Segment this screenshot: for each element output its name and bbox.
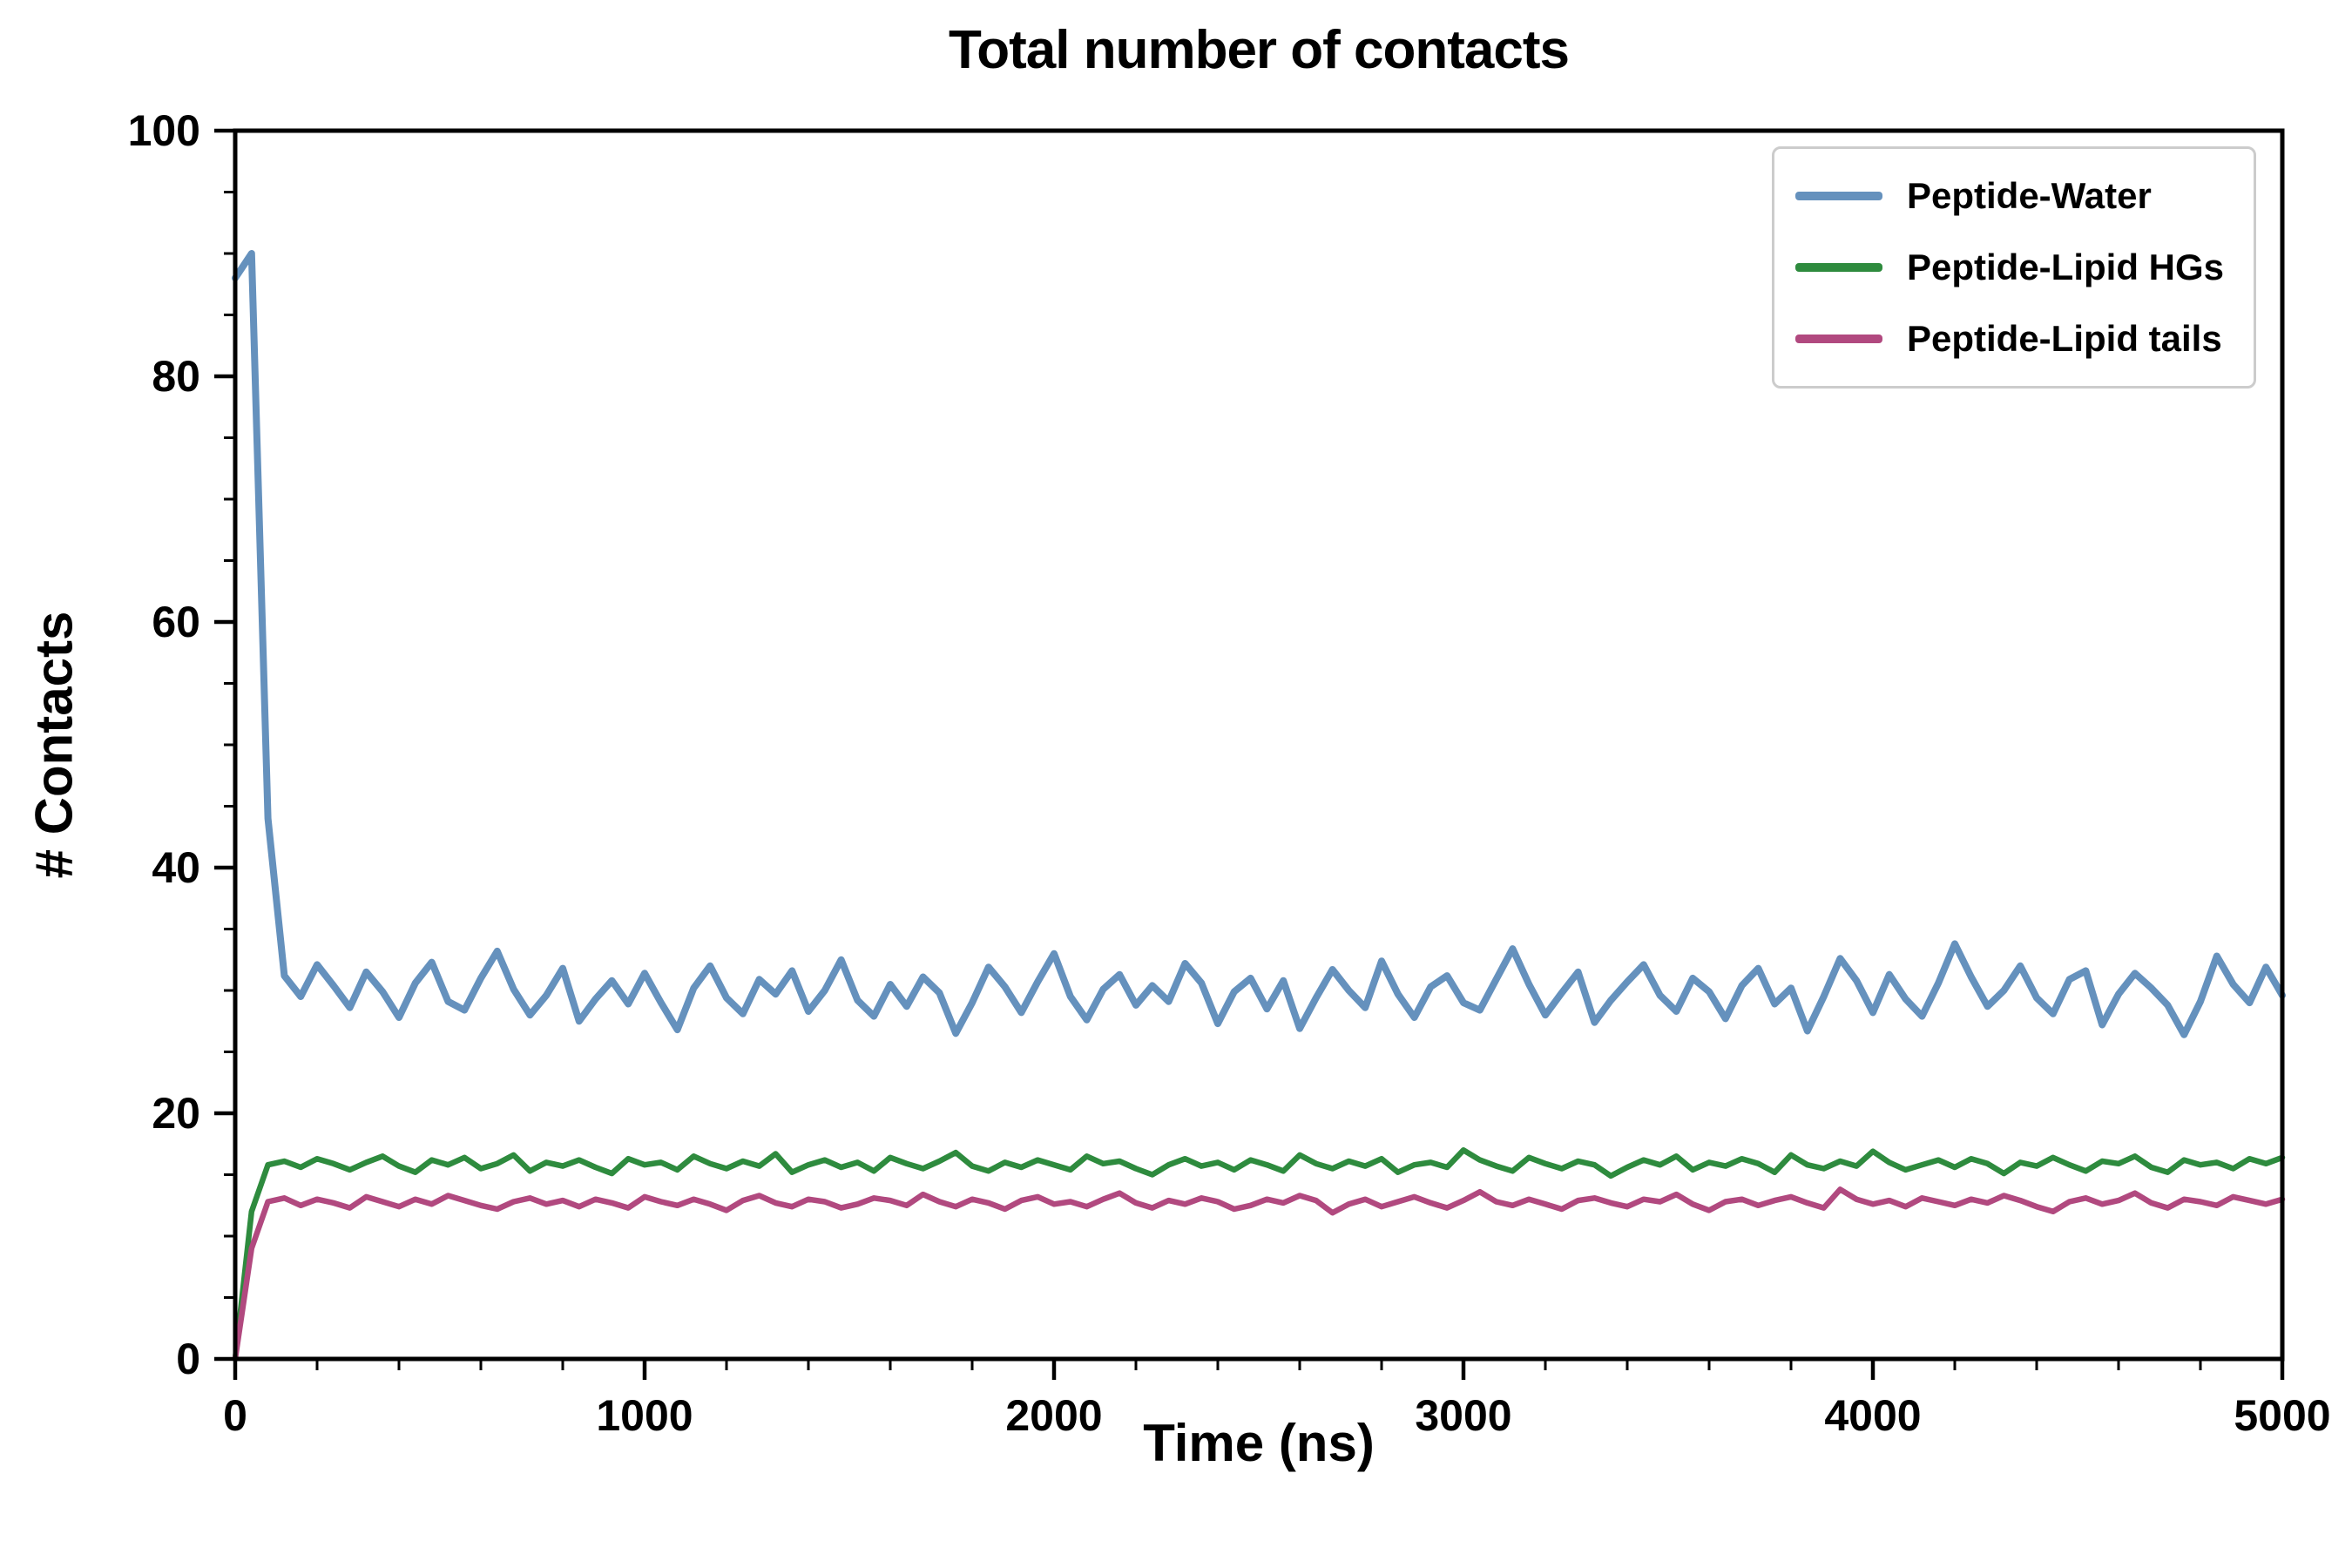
legend-label: Peptide-Water bbox=[1906, 175, 2152, 216]
series-line-2 bbox=[232, 1186, 2286, 1362]
series-line-1 bbox=[232, 1147, 2286, 1362]
x-tick-label: 1000 bbox=[596, 1391, 693, 1440]
y-tick-label: 20 bbox=[152, 1089, 200, 1138]
legend-label: Peptide-Lipid HGs bbox=[1906, 247, 2224, 287]
x-tick-label: 5000 bbox=[2234, 1391, 2330, 1440]
legend-label: Peptide-Lipid tails bbox=[1906, 318, 2222, 359]
x-axis-label: Time (ns) bbox=[1143, 1414, 1375, 1472]
y-tick-label: 0 bbox=[176, 1335, 200, 1383]
y-tick-label: 40 bbox=[152, 843, 200, 892]
x-tick-label: 3000 bbox=[1415, 1391, 1511, 1440]
legend: Peptide-Water Peptide-Lipid HGs Peptide-… bbox=[1771, 146, 2256, 389]
legend-swatch-peptide-lipid-hgs bbox=[1794, 263, 1882, 272]
legend-swatch-peptide-lipid-tails bbox=[1794, 335, 1882, 343]
y-tick-label: 80 bbox=[152, 352, 200, 401]
x-tick-label: 4000 bbox=[1824, 1391, 1921, 1440]
legend-swatch-peptide-water bbox=[1794, 192, 1882, 200]
legend-item-peptide-water: Peptide-Water bbox=[1794, 165, 2224, 227]
series-line-0 bbox=[232, 250, 2286, 1038]
y-tick-label: 100 bbox=[128, 106, 200, 155]
axes-spines bbox=[233, 128, 2285, 1362]
x-tick-label: 0 bbox=[223, 1391, 247, 1440]
chart-title: Total number of contacts bbox=[948, 20, 1570, 80]
x-tick-label: 2000 bbox=[1005, 1391, 1102, 1440]
legend-item-peptide-lipid-tails: Peptide-Lipid tails bbox=[1794, 308, 2224, 370]
y-tick-label: 60 bbox=[152, 598, 200, 646]
legend-item-peptide-lipid-hgs: Peptide-Lipid HGs bbox=[1794, 236, 2224, 299]
y-axis-label: # Contacts bbox=[24, 611, 84, 879]
